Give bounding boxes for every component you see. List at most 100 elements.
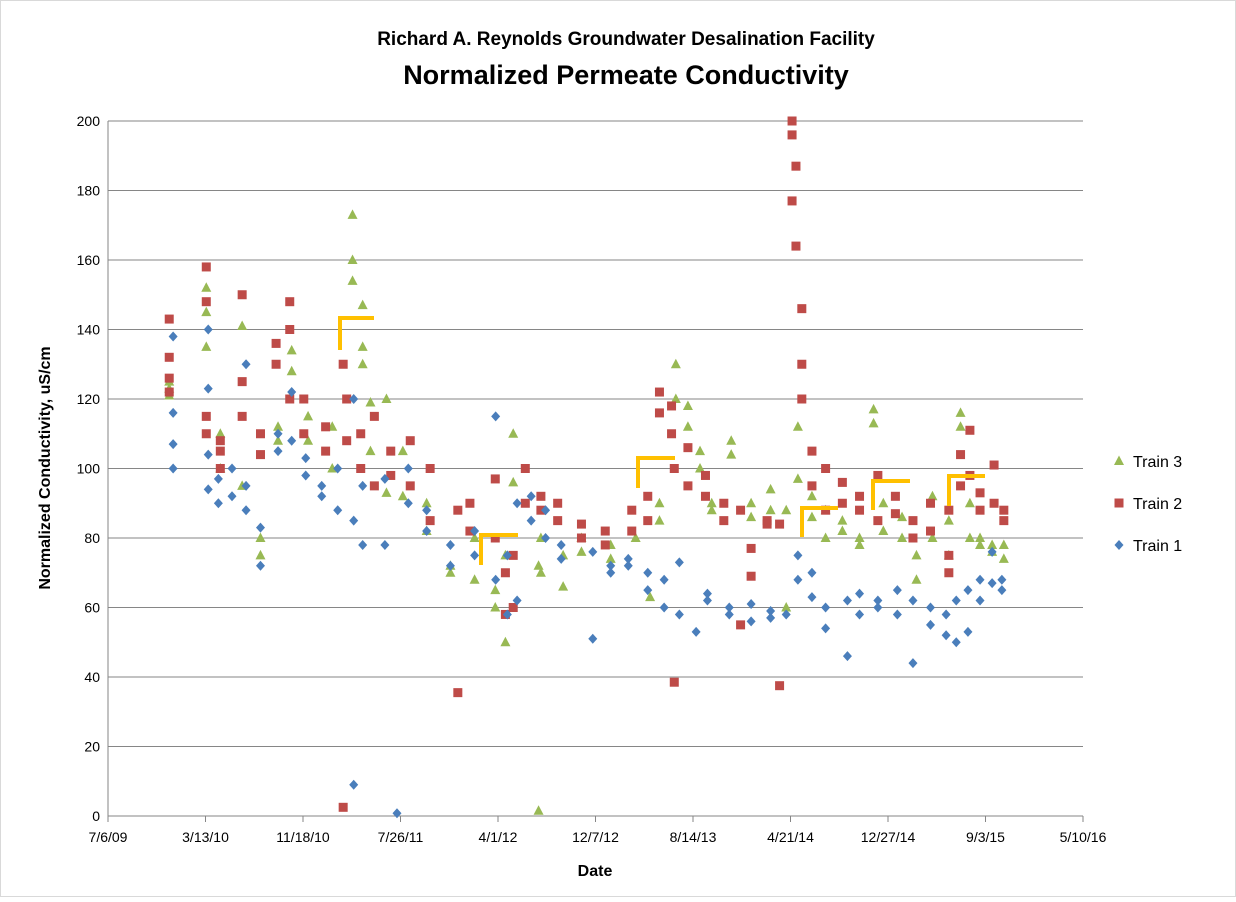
- point: [358, 539, 368, 550]
- point: [286, 344, 297, 355]
- point: [797, 394, 807, 404]
- point: [502, 609, 512, 620]
- point: [787, 196, 797, 206]
- x-tick-label: 7/26/11: [378, 829, 424, 845]
- point: [654, 408, 664, 418]
- point: [792, 473, 803, 483]
- point: [203, 484, 213, 495]
- point: [445, 539, 455, 550]
- point: [674, 609, 684, 620]
- point: [955, 407, 966, 417]
- legend-label: Train 2: [1133, 496, 1182, 513]
- point: [490, 584, 501, 595]
- point: [237, 290, 247, 300]
- point: [576, 546, 587, 556]
- point: [237, 377, 247, 387]
- point: [285, 394, 295, 404]
- y-tick-label: 80: [84, 530, 100, 546]
- point: [600, 540, 610, 550]
- point: [397, 490, 408, 501]
- point: [726, 449, 737, 459]
- point: [273, 428, 283, 439]
- point: [470, 526, 480, 537]
- point: [356, 464, 366, 473]
- point: [287, 435, 297, 446]
- point: [645, 591, 656, 602]
- point: [380, 539, 390, 550]
- point: [241, 359, 251, 370]
- point: [255, 560, 265, 571]
- point: [321, 422, 331, 432]
- point: [892, 585, 902, 596]
- point: [287, 387, 297, 398]
- point: [964, 497, 975, 508]
- point: [490, 533, 500, 543]
- point: [821, 623, 831, 634]
- point: [719, 498, 729, 508]
- point: [203, 324, 213, 335]
- point: [533, 805, 544, 815]
- point: [201, 341, 212, 351]
- x-tick-label: 7/6/09: [89, 829, 128, 845]
- point: [605, 553, 616, 563]
- point: [347, 275, 358, 285]
- point: [168, 331, 178, 342]
- point: [944, 505, 954, 515]
- point: [695, 445, 706, 456]
- point: [683, 481, 693, 491]
- point: [1114, 455, 1124, 465]
- point: [553, 498, 563, 508]
- bracket: [871, 479, 910, 510]
- point: [317, 491, 327, 502]
- x-tick-label: 12/7/12: [572, 829, 619, 845]
- point: [1114, 498, 1124, 508]
- point: [989, 460, 999, 470]
- point: [659, 574, 669, 585]
- point: [241, 505, 251, 516]
- series: [168, 324, 1007, 819]
- x-tick-label: 4/21/14: [767, 829, 814, 845]
- point: [536, 491, 546, 501]
- marks: [164, 116, 1009, 819]
- point: [908, 533, 918, 543]
- point: [365, 396, 376, 407]
- point: [654, 497, 665, 508]
- point: [726, 435, 737, 445]
- point: [855, 505, 865, 515]
- point: [369, 481, 379, 491]
- y-tick-label: 60: [84, 600, 100, 616]
- point: [807, 481, 817, 491]
- y-tick-label: 0: [92, 808, 100, 824]
- point: [213, 473, 223, 484]
- point: [997, 574, 1007, 585]
- point: [215, 464, 225, 473]
- point: [956, 481, 966, 491]
- x-tick-label: 11/18/10: [276, 829, 330, 845]
- point: [868, 403, 879, 414]
- point: [321, 446, 331, 456]
- point: [425, 464, 435, 473]
- point: [201, 297, 211, 307]
- point: [746, 497, 757, 508]
- point: [691, 626, 701, 637]
- annotations: [338, 316, 985, 565]
- point: [285, 325, 295, 334]
- point: [989, 498, 999, 508]
- point: [926, 498, 936, 508]
- point: [724, 602, 734, 613]
- point: [837, 477, 847, 487]
- legend-label: Train 3: [1133, 454, 1182, 471]
- point: [791, 161, 801, 171]
- point: [403, 463, 413, 474]
- point: [285, 297, 295, 307]
- point: [837, 525, 848, 536]
- point: [807, 592, 817, 603]
- point: [911, 549, 922, 560]
- point: [201, 306, 212, 317]
- point: [695, 463, 706, 473]
- point: [975, 532, 986, 542]
- point: [357, 341, 368, 351]
- point: [317, 480, 327, 491]
- point: [683, 443, 693, 453]
